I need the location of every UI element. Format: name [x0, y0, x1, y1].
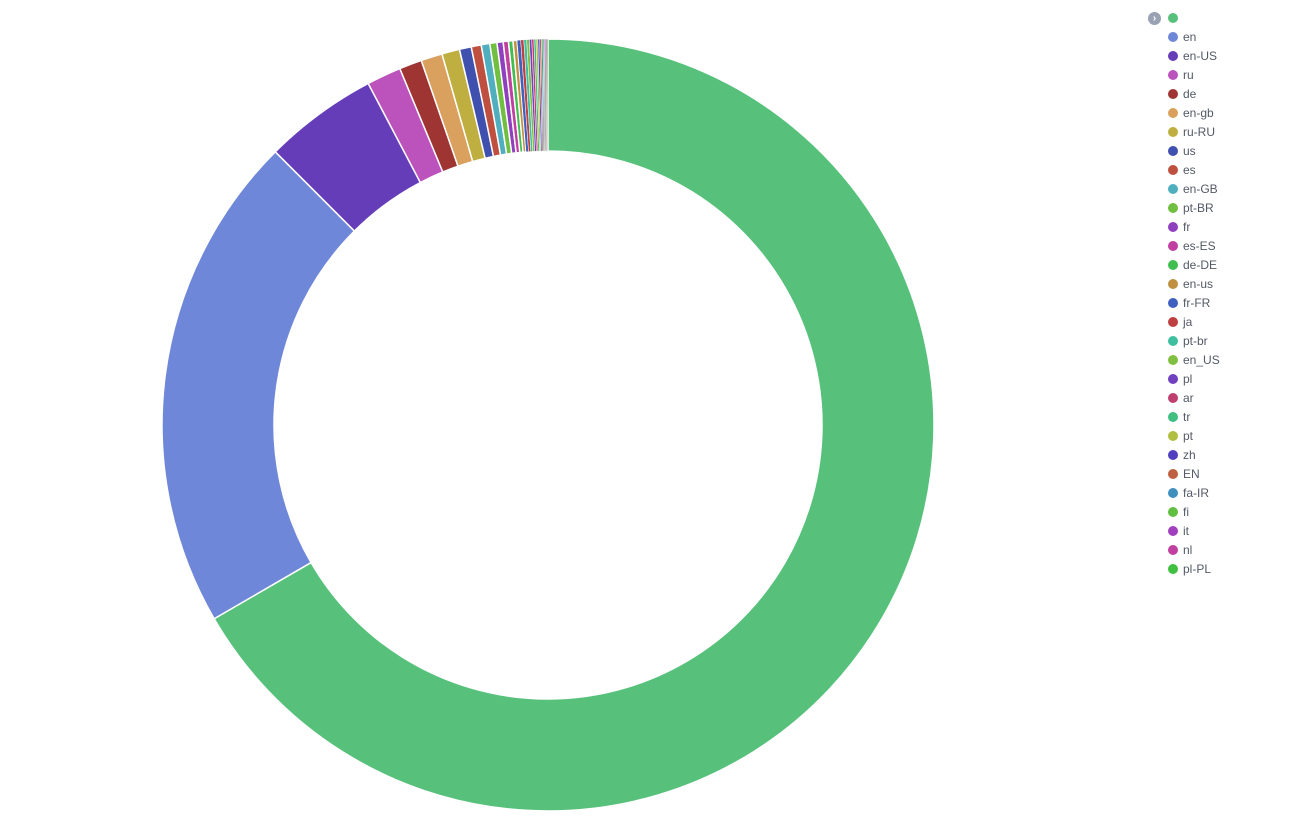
legend-swatch	[1168, 240, 1178, 251]
legend-item[interactable]: fr-FR	[1168, 293, 1220, 312]
legend-label: pt-BR	[1183, 200, 1214, 215]
legend-item[interactable]: es	[1168, 160, 1220, 179]
legend-label: de	[1183, 86, 1197, 101]
legend-label: ar	[1183, 390, 1194, 405]
legend-label: it	[1183, 523, 1189, 538]
legend-item[interactable]: pl	[1168, 369, 1220, 388]
legend-swatch	[1168, 183, 1178, 194]
legend-label: fr	[1183, 219, 1191, 234]
legend-item[interactable]: de-DE	[1168, 255, 1220, 274]
legend-item[interactable]: en	[1168, 27, 1220, 46]
legend-item[interactable]: pt	[1168, 426, 1220, 445]
legend-item[interactable]: it	[1168, 521, 1220, 540]
legend-swatch	[1168, 259, 1178, 270]
legend-label: fr-FR	[1183, 295, 1211, 310]
legend-item[interactable]: pt-BR	[1168, 198, 1220, 217]
legend-list: en en-US ru de en-gb ru-RU us es en-GB pt-BR fr es-…	[1168, 8, 1220, 578]
legend-swatch	[1168, 50, 1178, 61]
legend-label: ru	[1183, 67, 1194, 82]
donut-slice-en[interactable]	[161, 150, 356, 620]
legend-item[interactable]: en-US	[1168, 46, 1220, 65]
legend-label: tr	[1183, 409, 1191, 424]
legend-swatch	[1168, 506, 1178, 517]
chevron-right-icon[interactable]: ›	[1148, 12, 1161, 25]
legend-label: de-DE	[1183, 257, 1218, 272]
legend-swatch	[1168, 202, 1178, 213]
legend-item[interactable]	[1168, 8, 1220, 27]
legend-label: es	[1183, 162, 1196, 177]
legend-label: en-us	[1183, 276, 1214, 291]
legend-swatch	[1168, 449, 1178, 460]
legend-label: en-US	[1183, 48, 1218, 63]
legend-label: en	[1183, 29, 1197, 44]
legend-item[interactable]: fa-IR	[1168, 483, 1220, 502]
legend-swatch	[1168, 88, 1178, 99]
legend-swatch	[1168, 12, 1178, 23]
legend-swatch	[1168, 468, 1178, 479]
legend-item[interactable]: pt-br	[1168, 331, 1220, 350]
donut-slice-pl-PL[interactable]	[546, 38, 549, 152]
legend-item[interactable]: en-us	[1168, 274, 1220, 293]
legend-item[interactable]: ru-RU	[1168, 122, 1220, 141]
legend-label: en-gb	[1183, 105, 1214, 120]
legend-item[interactable]: zh	[1168, 445, 1220, 464]
legend-item[interactable]: en-gb	[1168, 103, 1220, 122]
legend-label: en_US	[1183, 352, 1220, 367]
donut-chart	[161, 38, 935, 812]
legend-label: pt	[1183, 428, 1194, 443]
legend-item[interactable]: en-GB	[1168, 179, 1220, 198]
legend-item[interactable]: us	[1168, 141, 1220, 160]
legend-swatch	[1168, 525, 1178, 536]
legend-item[interactable]: fi	[1168, 502, 1220, 521]
legend-item[interactable]: EN	[1168, 464, 1220, 483]
legend-swatch	[1168, 411, 1178, 422]
legend-swatch	[1168, 278, 1178, 289]
legend-label: fa-IR	[1183, 485, 1210, 500]
legend-label: pt-br	[1183, 333, 1208, 348]
legend-label: fi	[1183, 504, 1189, 519]
legend-item[interactable]: en_US	[1168, 350, 1220, 369]
legend-item[interactable]: tr	[1168, 407, 1220, 426]
legend-swatch	[1168, 316, 1178, 327]
legend-item[interactable]: pl-PL	[1168, 559, 1220, 578]
legend-swatch	[1168, 563, 1178, 574]
legend-swatch	[1168, 31, 1178, 42]
legend-item[interactable]: ar	[1168, 388, 1220, 407]
legend-label: pl	[1183, 371, 1193, 386]
legend-label: es-ES	[1183, 238, 1216, 253]
legend-swatch	[1168, 297, 1178, 308]
legend-item[interactable]: fr	[1168, 217, 1220, 236]
legend-label: en-GB	[1183, 181, 1218, 196]
legend-swatch	[1168, 221, 1178, 232]
donut-slice-blank[interactable]	[213, 38, 935, 812]
legend-item[interactable]: ja	[1168, 312, 1220, 331]
legend-swatch	[1168, 392, 1178, 403]
legend-swatch	[1168, 373, 1178, 384]
legend-label: ja	[1183, 314, 1193, 329]
legend-swatch	[1168, 487, 1178, 498]
legend-swatch	[1168, 126, 1178, 137]
legend-swatch	[1168, 107, 1178, 118]
legend-label: us	[1183, 143, 1196, 158]
legend-item[interactable]: de	[1168, 84, 1220, 103]
legend-swatch	[1168, 544, 1178, 555]
legend-label: ru-RU	[1183, 124, 1215, 139]
legend-item[interactable]: nl	[1168, 540, 1220, 559]
legend-swatch	[1168, 430, 1178, 441]
legend-label: EN	[1183, 466, 1200, 481]
legend-swatch	[1168, 354, 1178, 365]
legend-swatch	[1168, 164, 1178, 175]
legend-item[interactable]: ru	[1168, 65, 1220, 84]
legend-swatch	[1168, 145, 1178, 156]
legend-item[interactable]: es-ES	[1168, 236, 1220, 255]
legend-label: zh	[1183, 447, 1196, 462]
legend-label: pl-PL	[1183, 561, 1212, 576]
legend-swatch	[1168, 335, 1178, 346]
donut-chart-svg	[161, 38, 935, 812]
legend-label: nl	[1183, 542, 1193, 557]
legend-swatch	[1168, 69, 1178, 80]
